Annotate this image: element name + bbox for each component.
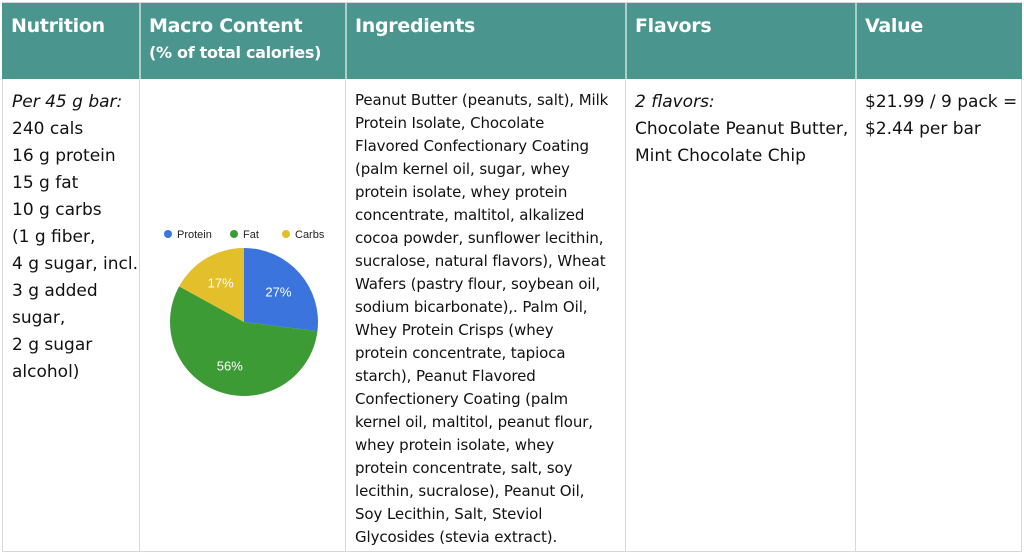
nutrition-line: 16 g protein (12, 146, 116, 166)
legend-label-fat: Fat (243, 229, 259, 241)
header-nutrition-label: Nutrition (11, 15, 105, 37)
header-macro-sublabel: (% of total calories) (149, 43, 322, 62)
nutrition-cell: Per 45 g bar: 240 cals 16 g protein 15 g… (2, 79, 140, 552)
value-cell: $21.99 / 9 pack = $2.44 per bar (856, 79, 1022, 552)
legend-swatch-protein (164, 230, 172, 238)
header-value: Value (856, 3, 1022, 79)
pie-label-protein: 27% (265, 285, 291, 300)
nutrition-line: 4 g sugar, incl. (12, 254, 139, 274)
flavors-cell: 2 flavors: Chocolate Peanut Butter, Mint… (626, 79, 856, 552)
flavor-item: Chocolate Peanut Butter, (635, 119, 849, 139)
pie-label-carbs: 17% (208, 276, 234, 291)
nutrition-line: 2 g sugar (12, 335, 93, 355)
header-macro-content: Macro Content (% of total calories) (140, 3, 346, 79)
header-divider (139, 3, 141, 79)
legend-label-carbs: Carbs (295, 229, 325, 241)
nutrition-serving: Per 45 g bar: (12, 92, 123, 112)
value-price: $21.99 / 9 pack = (865, 92, 1018, 112)
header-divider (345, 3, 347, 79)
pie-chart-svg: Protein Fat Carbs 27% 56% 17% (164, 229, 325, 396)
nutrition-line: 15 g fat (12, 173, 79, 193)
header-ingredients-label: Ingredients (355, 15, 476, 37)
flavors-count: 2 flavors: (635, 92, 715, 112)
header-ingredients: Ingredients (346, 3, 626, 79)
nutrition-line: sugar, (12, 308, 66, 328)
header-macro-label: Macro Content (149, 15, 303, 37)
value-per-bar: $2.44 per bar (865, 119, 981, 139)
flavor-item: Mint Chocolate Chip (635, 146, 806, 166)
pie-slice-carbs (179, 248, 244, 322)
header-nutrition: Nutrition (2, 3, 140, 79)
nutrition-line: alcohol) (12, 362, 80, 382)
header-value-label: Value (865, 15, 923, 37)
header-divider (855, 3, 857, 79)
pie-slice-protein (244, 248, 318, 332)
header-flavors: Flavors (626, 3, 856, 79)
ingredients-text: Peanut Butter (peanuts, salt), Milk Prot… (355, 91, 609, 546)
macro-pie-chart: Protein Fat Carbs 27% 56% 17% (148, 223, 338, 413)
pie-slice-fat (170, 286, 318, 396)
ingredients-cell: Peanut Butter (peanuts, salt), Milk Prot… (346, 79, 626, 552)
macro-content-cell: Protein Fat Carbs 27% 56% 17% (140, 79, 346, 552)
legend-swatch-fat (230, 230, 238, 238)
nutrition-line: 10 g carbs (12, 200, 102, 220)
nutrition-line: 3 g added (12, 281, 98, 301)
pie-label-fat: 56% (217, 359, 243, 374)
legend-label-protein: Protein (177, 229, 212, 241)
header-flavors-label: Flavors (635, 15, 712, 37)
header-divider (625, 3, 627, 79)
legend-swatch-carbs (282, 230, 290, 238)
nutrition-line: 240 cals (12, 119, 84, 139)
nutrition-line: (1 g fiber, (12, 227, 96, 247)
